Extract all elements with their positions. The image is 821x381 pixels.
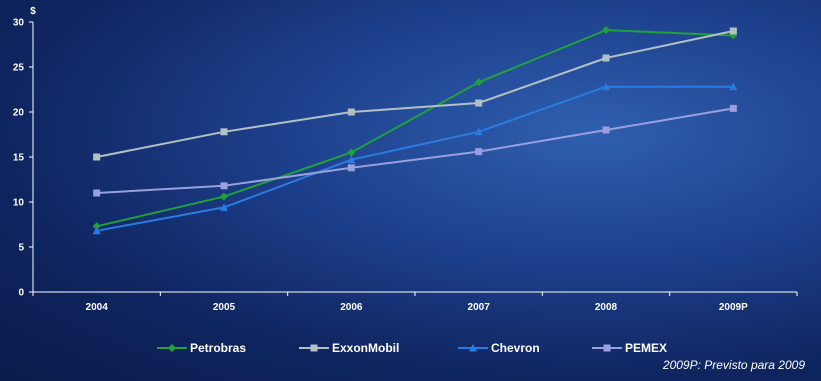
data-point-pemex [602, 126, 610, 134]
y-tick-label: 10 [13, 198, 25, 209]
data-point-pemex [347, 164, 355, 172]
series-chevron [92, 82, 738, 235]
data-point-chevron [92, 226, 101, 235]
data-point-pemex [729, 104, 737, 112]
series-line-exxonmobil [96, 30, 734, 158]
data-point-chevron [729, 82, 738, 91]
data-point-exxonmobil [347, 108, 355, 116]
data-point-pemex [93, 189, 101, 197]
series-line-petrobras [96, 29, 734, 228]
series-pemex [93, 104, 737, 197]
axes [29, 21, 798, 296]
legend-item-petrobras: Petrobras [157, 341, 246, 355]
y-tick-label: 25 [13, 63, 25, 74]
legend-label-pemex: PEMEX [625, 341, 667, 355]
data-point-petrobras [474, 78, 483, 87]
y-axis-label: $ [30, 6, 36, 17]
data-point-pemex [220, 182, 228, 190]
data-point-chevron [474, 127, 483, 136]
data-point-exxonmobil [220, 128, 228, 136]
x-tick-label: 2008 [595, 302, 618, 313]
series-exxonmobil [93, 27, 737, 161]
y-tick-label: 5 [18, 243, 24, 254]
legend-label-chevron: Chevron [491, 341, 540, 355]
data-point-exxonmobil [729, 27, 737, 35]
series-line-pemex [96, 107, 734, 194]
legend-marker-chevron [469, 344, 477, 352]
legend-marker-pemex [603, 344, 611, 352]
legend-item-chevron: Chevron [458, 341, 540, 355]
series-group [92, 26, 738, 235]
data-point-chevron [347, 155, 356, 164]
data-point-chevron [602, 82, 610, 91]
data-point-exxonmobil [602, 54, 610, 62]
x-tick-labels: 2004 2005 2006 2007 2008 2009P [86, 302, 749, 313]
x-tick-label: 2005 [213, 302, 236, 313]
y-tick-label: 0 [18, 288, 24, 299]
y-tick-label: 30 [13, 18, 25, 29]
data-point-chevron [220, 203, 228, 211]
data-point-petrobras [602, 26, 610, 35]
x-tick-label: 2004 [86, 302, 109, 313]
legend-item-pemex: PEMEX [592, 341, 667, 355]
y-tick-label: 20 [13, 108, 25, 119]
legend: Petrobras ExxonMobil Chevron PEMEX [157, 341, 667, 355]
y-tick-labels: 0 5 10 15 20 25 30 [13, 18, 25, 299]
x-tick-label: 2007 [468, 302, 491, 313]
footnote: 2009P: Previsto para 2009 [662, 358, 805, 372]
legend-marker-petrobras [168, 344, 176, 352]
x-tick-label: 2009P [719, 302, 748, 313]
x-tick-label: 2006 [340, 302, 363, 313]
data-point-petrobras [347, 148, 356, 157]
data-point-petrobras [92, 222, 101, 231]
series-petrobras [92, 26, 738, 231]
data-point-exxonmobil [475, 99, 483, 107]
legend-item-exxonmobil: ExxonMobil [299, 341, 399, 355]
y-tick-label: 15 [13, 153, 25, 164]
series-line-chevron [96, 85, 734, 232]
data-point-pemex [475, 148, 483, 156]
legend-label-exxonmobil: ExxonMobil [332, 341, 399, 355]
legend-marker-exxonmobil [310, 344, 318, 352]
legend-label-petrobras: Petrobras [190, 341, 246, 355]
data-point-petrobras [220, 192, 228, 201]
data-point-exxonmobil [93, 153, 101, 161]
